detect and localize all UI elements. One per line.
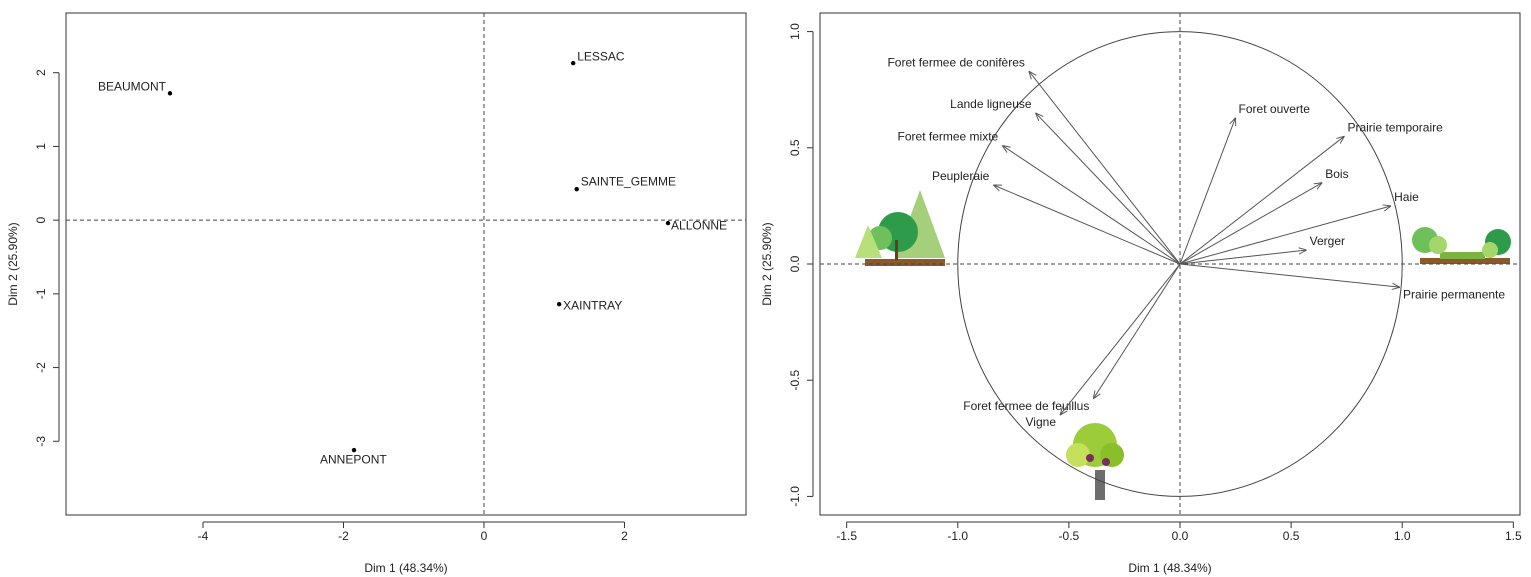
y-tick-label: 2 [34,69,48,76]
y-tick-label: -1.0 [788,486,802,507]
point-label: BEAUMONT [98,80,167,94]
y-tick-label: 1 [34,143,48,150]
forest-illustration [855,190,945,266]
y-tick-label: -0.5 [788,370,802,391]
point [557,302,561,306]
arrow-label: Foret fermee mixte [898,130,999,144]
arrow-label: Foret ouverte [1239,102,1311,116]
arrow [1060,264,1180,415]
point-label: ALLONNE [671,218,727,232]
y-tick-label: -1 [34,288,48,299]
arrow [993,185,1180,264]
arrow [1036,113,1180,264]
arrow [1093,264,1180,399]
arrow [1180,250,1307,264]
arrow-label: Bois [1325,167,1348,181]
point-label: ANNEPONT [320,452,387,466]
x-tick-label: 2 [621,529,628,543]
y-tick-label: -2 [34,362,48,373]
x-tick-label: -1.0 [947,529,968,543]
meadow-illustration [1412,227,1511,264]
x-tick-label: -4 [198,529,209,543]
point-label: XAINTRAY [563,298,622,312]
plot-frame [66,13,746,515]
arrow-label: Verger [1310,234,1345,248]
arrow-label: Prairie permanente [1403,287,1505,301]
arrow [1029,71,1180,264]
point [571,61,575,65]
x-axis-title: Dim 1 (48.34%) [1128,561,1211,575]
y-axis-title: Dim 2 (25.90%) [6,222,20,305]
y-tick-label: 1.0 [788,23,802,40]
point [575,187,579,191]
point-label: SAINTE_GEMME [581,174,676,188]
x-tick-label: 0.0 [1172,529,1189,543]
x-tick-label: 1.0 [1394,529,1411,543]
arrow-label: Lande ligneuse [950,97,1032,111]
y-tick-label: -3 [34,436,48,447]
y-tick-label: 0.5 [788,139,802,156]
arrow [1180,264,1400,287]
arrow-label: Foret fermee de conifères [887,55,1024,69]
arrow-label: Vigne [1026,415,1057,429]
x-tick-label: -0.5 [1059,529,1080,543]
arrow-label: Prairie temporaire [1347,120,1443,134]
arrow [1180,183,1322,264]
vine-illustration [1066,423,1124,500]
x-tick-label: -1.5 [836,529,857,543]
point [168,91,172,95]
y-tick-label: 0.0 [788,255,802,272]
x-tick-label: -2 [338,529,349,543]
arrow-label: Haie [1394,190,1419,204]
arrow [1002,145,1180,264]
x-tick-label: 0 [481,529,488,543]
x-tick-label: 0.5 [1283,529,1300,543]
x-axis-title: Dim 1 (48.34%) [364,561,447,575]
chart: -4 -2 0 2 -3 -2 -1 0 1 2 Dim 1 (48.34%) Dim 2 (25.9… [0,0,1531,577]
arrow-label: Peupleraie [932,169,990,183]
arrow [1180,206,1391,264]
y-tick-label: 0 [34,216,48,223]
y-axis-title: Dim 2 (25.90%) [760,222,774,305]
point-label: LESSAC [577,49,625,63]
point [666,221,670,225]
x-tick-label: 1.5 [1505,529,1522,543]
arrow-label: Foret fermee de feuillus [963,399,1089,413]
